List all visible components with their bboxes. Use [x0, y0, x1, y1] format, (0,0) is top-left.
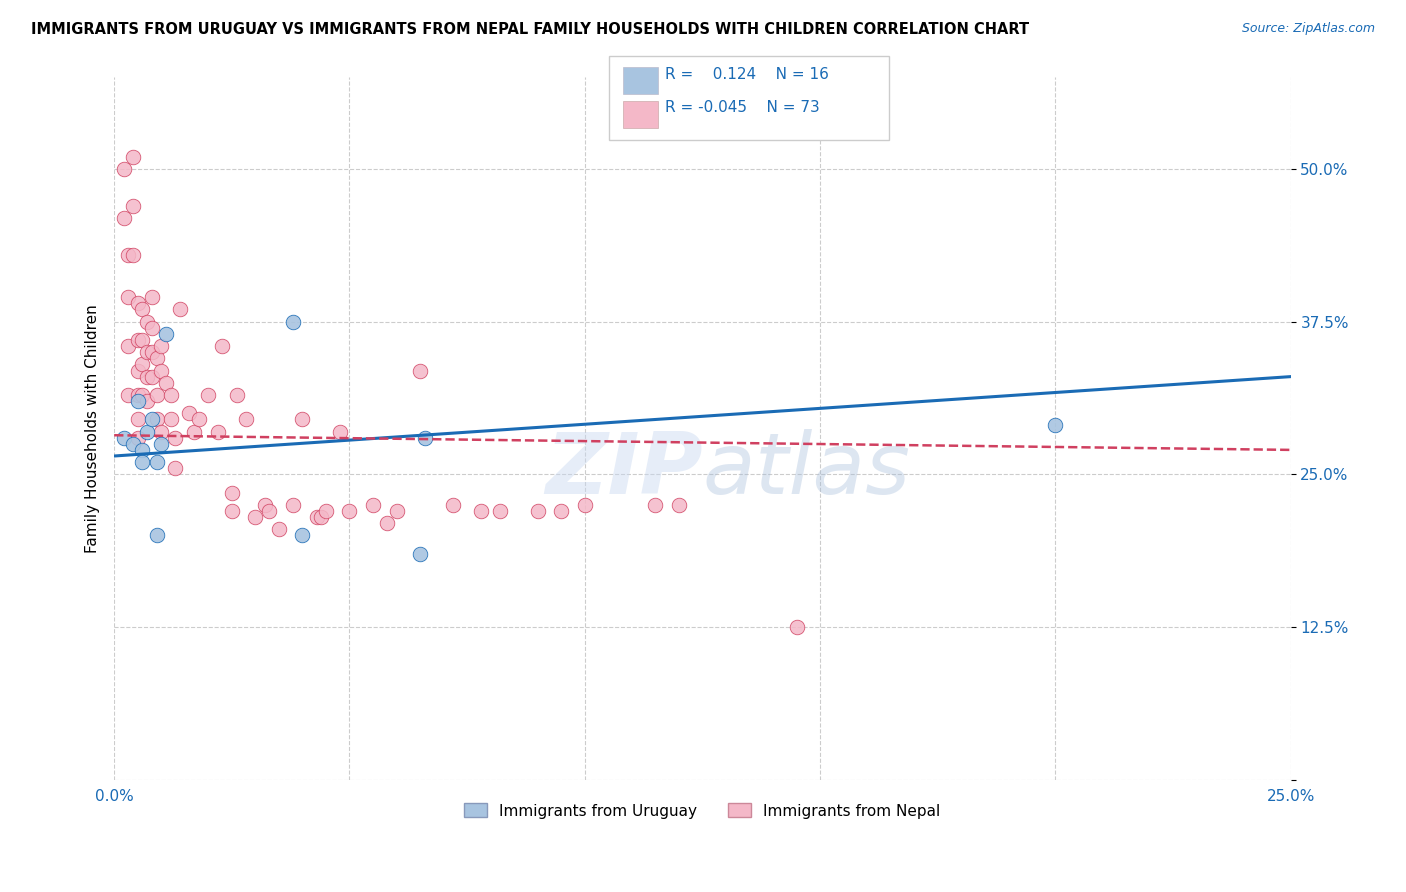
Point	[211, 339, 233, 353]
Point	[141, 412, 163, 426]
Text: atlas: atlas	[703, 429, 911, 512]
Text: IMMIGRANTS FROM URUGUAY VS IMMIGRANTS FROM NEPAL FAMILY HOUSEHOLDS WITH CHILDREN: IMMIGRANTS FROM URUGUAY VS IMMIGRANTS FR…	[31, 22, 1029, 37]
Point	[253, 498, 276, 512]
Point	[489, 504, 512, 518]
Point	[150, 425, 173, 439]
Legend: Immigrants from Uruguay, Immigrants from Nepal: Immigrants from Uruguay, Immigrants from…	[458, 797, 946, 824]
Point	[245, 510, 267, 524]
Point	[150, 363, 173, 377]
Point	[145, 412, 167, 426]
Point	[122, 437, 145, 451]
Point	[117, 339, 139, 353]
Point	[329, 425, 352, 439]
Point	[159, 388, 181, 402]
Point	[165, 461, 187, 475]
Point	[122, 199, 145, 213]
Point	[361, 498, 384, 512]
Point	[136, 425, 159, 439]
Point	[221, 504, 243, 518]
Point	[155, 326, 177, 341]
Point	[127, 412, 149, 426]
Point	[141, 320, 163, 334]
Point	[117, 290, 139, 304]
Point	[159, 412, 181, 426]
Point	[385, 504, 408, 518]
Point	[179, 406, 201, 420]
Point	[112, 161, 135, 176]
Point	[155, 376, 177, 390]
Point	[267, 522, 290, 536]
Point	[183, 425, 205, 439]
Point	[127, 394, 149, 409]
Point	[207, 425, 229, 439]
Point	[145, 528, 167, 542]
Point	[131, 358, 153, 372]
Point	[259, 504, 281, 518]
Point	[136, 315, 159, 329]
Point	[131, 333, 153, 347]
Point	[117, 247, 139, 261]
Point	[131, 455, 153, 469]
Point	[339, 504, 361, 518]
Point	[112, 431, 135, 445]
Point	[281, 498, 304, 512]
Point	[141, 345, 163, 359]
Text: Source: ZipAtlas.com: Source: ZipAtlas.com	[1241, 22, 1375, 36]
Point	[150, 437, 173, 451]
Point	[644, 498, 666, 512]
Point	[668, 498, 690, 512]
Point	[291, 412, 314, 426]
Point	[131, 302, 153, 317]
Point	[150, 339, 173, 353]
Point	[122, 247, 145, 261]
Point	[187, 412, 209, 426]
Point	[136, 394, 159, 409]
Point	[122, 150, 145, 164]
Point	[117, 388, 139, 402]
Point	[127, 388, 149, 402]
Point	[141, 369, 163, 384]
Point	[309, 510, 332, 524]
Point	[136, 369, 159, 384]
Point	[315, 504, 337, 518]
Point	[197, 388, 219, 402]
Point	[145, 388, 167, 402]
Point	[131, 388, 153, 402]
Point	[409, 547, 432, 561]
Point	[127, 431, 149, 445]
Point	[127, 333, 149, 347]
Point	[786, 620, 808, 634]
Point	[550, 504, 572, 518]
Point	[574, 498, 596, 512]
Point	[165, 431, 187, 445]
Point	[235, 412, 257, 426]
Point	[136, 345, 159, 359]
Y-axis label: Family Households with Children: Family Households with Children	[86, 304, 100, 553]
Point	[305, 510, 328, 524]
Text: ZIP: ZIP	[544, 429, 703, 512]
Point	[413, 431, 436, 445]
Point	[127, 363, 149, 377]
Text: R =    0.124    N = 16: R = 0.124 N = 16	[665, 67, 830, 82]
Point	[225, 388, 247, 402]
Point	[281, 315, 304, 329]
Point	[1045, 418, 1067, 433]
Point	[145, 455, 167, 469]
Point	[127, 296, 149, 310]
Point	[221, 485, 243, 500]
Point	[441, 498, 464, 512]
Point	[145, 351, 167, 366]
Point	[470, 504, 492, 518]
Point	[291, 528, 314, 542]
Point	[112, 211, 135, 225]
Point	[131, 442, 153, 457]
Point	[409, 363, 432, 377]
Point	[141, 290, 163, 304]
Point	[169, 302, 191, 317]
Point	[526, 504, 548, 518]
Point	[375, 516, 398, 531]
Text: R = -0.045    N = 73: R = -0.045 N = 73	[665, 100, 820, 115]
